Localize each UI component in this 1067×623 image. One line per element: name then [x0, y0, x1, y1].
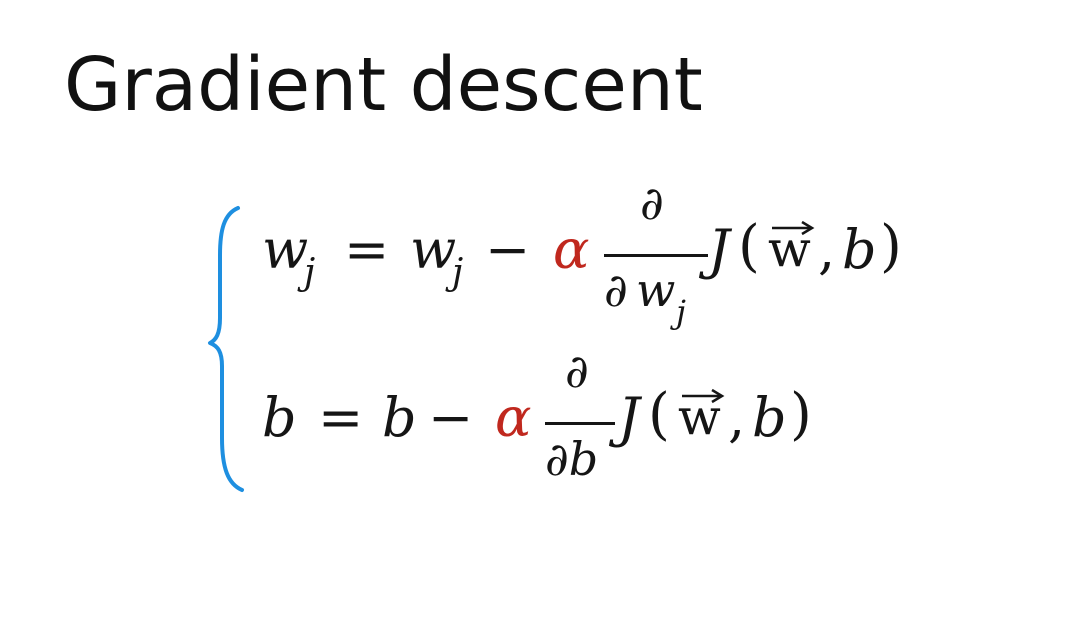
eq2-bias-b: b	[752, 386, 787, 449]
vector-arrow-icon	[682, 388, 725, 404]
eq1-comma: ,	[818, 218, 836, 281]
slide-title: Gradient descent	[64, 42, 703, 128]
eq1-rhs-sub-j: j	[452, 252, 464, 293]
eq1-lhs-sub-j: j	[304, 252, 316, 293]
eq2-alpha: α	[495, 386, 532, 449]
eq2-cost-J: J	[618, 386, 640, 449]
eq2-close-paren: )	[790, 382, 812, 447]
eq1-close-paren: )	[880, 214, 902, 279]
eq1-minus: −	[485, 218, 531, 281]
eq1-vector-w: w	[768, 220, 811, 278]
eq1-equals: =	[344, 218, 390, 281]
eq1-lhs-w: w	[262, 218, 309, 281]
eq1-cost-J: J	[708, 218, 730, 281]
eq1-rhs-w: w	[410, 218, 457, 281]
eq2-partial-denominator: ∂b	[545, 432, 599, 486]
eq2-vector-w: w	[678, 388, 721, 446]
eq2-open-paren: (	[648, 382, 670, 447]
eq1-partial-den-symbol: ∂	[604, 263, 628, 317]
eq2-minus: −	[428, 386, 474, 449]
eq2-fraction-bar	[545, 422, 615, 425]
eq1-partial-numerator: ∂	[640, 176, 664, 230]
left-curly-brace-icon	[208, 206, 244, 492]
eq2-rhs-b: b	[382, 386, 417, 449]
eq2-partial-numerator: ∂	[565, 344, 589, 398]
eq1-partial-den-w: w	[636, 263, 676, 317]
eq1-open-paren: (	[738, 214, 760, 279]
eq1-fraction-bar	[604, 254, 708, 257]
eq1-bias-b: b	[842, 218, 877, 281]
eq1-partial-den-sub-j: j	[676, 293, 686, 331]
eq2-comma: ,	[728, 386, 746, 449]
eq1-alpha: α	[553, 218, 590, 281]
vector-arrow-icon	[772, 220, 815, 236]
eq2-equals: =	[318, 386, 364, 449]
eq2-lhs-b: b	[262, 386, 297, 449]
